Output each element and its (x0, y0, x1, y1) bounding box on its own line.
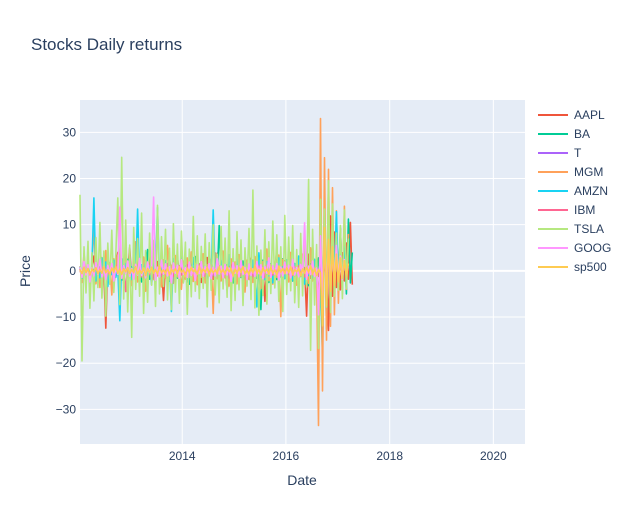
legend-label: T (574, 146, 582, 160)
legend-label: BA (574, 127, 590, 141)
y-tick-label: 30 (63, 125, 77, 139)
legend-item-t[interactable]: T (538, 146, 582, 160)
series-line-goog (79, 196, 346, 316)
legend-label: GOOG (574, 241, 611, 255)
legend-label: IBM (574, 203, 595, 217)
legend-item-amzn[interactable]: AMZN (538, 184, 608, 198)
legend-label: sp500 (574, 260, 607, 274)
y-tick-label: 10 (63, 218, 77, 232)
y-axis-ticks: −30 −20 −10 0 10 20 30 (56, 125, 77, 416)
legend: AAPL BA T MGM AMZN IBM TSLA GOOG sp500 (538, 108, 611, 274)
legend-item-ba[interactable]: BA (538, 127, 590, 141)
legend-item-aapl[interactable]: AAPL (538, 108, 605, 122)
legend-item-tsla[interactable]: TSLA (538, 222, 604, 236)
x-axis-ticks: 2014 2016 2018 2020 (169, 449, 507, 463)
y-tick-label: −20 (56, 356, 77, 370)
x-tick-label: 2020 (480, 449, 507, 463)
legend-item-goog[interactable]: GOOG (538, 241, 611, 255)
legend-label: AMZN (574, 184, 608, 198)
legend-item-sp500[interactable]: sp500 (538, 260, 607, 274)
x-tick-label: 2016 (273, 449, 300, 463)
legend-item-ibm[interactable]: IBM (538, 203, 595, 217)
x-axis-title: Date (287, 472, 317, 488)
legend-item-mgm[interactable]: MGM (538, 165, 603, 179)
legend-label: AAPL (574, 108, 605, 122)
chart-title: Stocks Daily returns (31, 35, 182, 54)
legend-label: TSLA (574, 222, 604, 236)
y-tick-label: 0 (69, 264, 76, 278)
series-line-sp500 (79, 226, 350, 327)
y-tick-label: 20 (63, 171, 77, 185)
y-axis-title: Price (17, 255, 33, 287)
y-tick-label: −10 (56, 310, 77, 324)
x-tick-label: 2014 (169, 449, 196, 463)
y-tick-label: −30 (56, 402, 77, 416)
x-tick-label: 2018 (376, 449, 403, 463)
data-traces (79, 117, 354, 427)
legend-label: MGM (574, 165, 603, 179)
